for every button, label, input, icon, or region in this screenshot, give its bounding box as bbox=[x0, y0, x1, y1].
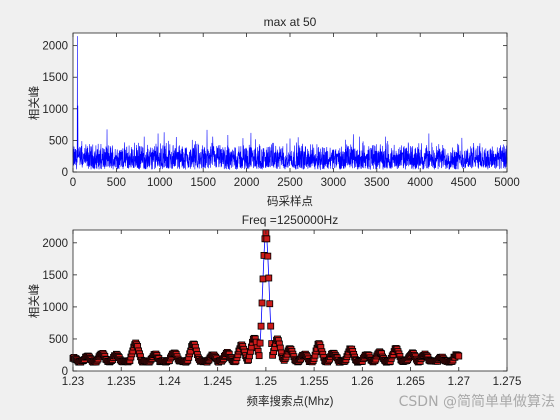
top-chart-title: max at 50 bbox=[264, 15, 317, 29]
x-tick-label: 1000 bbox=[147, 177, 173, 189]
data-point-marker bbox=[455, 352, 463, 360]
data-point-marker bbox=[258, 299, 266, 307]
data-point-marker bbox=[255, 352, 263, 360]
y-tick-label: 1000 bbox=[42, 302, 68, 314]
data-point-marker bbox=[257, 322, 265, 330]
top-x-ticks: 0 500 1000 1500 2000 2500 3000 3500 4000 4500 5000 bbox=[70, 33, 520, 189]
x-tick-label: 1.27 bbox=[448, 376, 470, 388]
watermark-text: CSDN @简简单单做算法 bbox=[399, 393, 555, 410]
top-series-line bbox=[72, 36, 508, 171]
data-point-marker bbox=[266, 300, 274, 308]
y-tick-label: 1000 bbox=[42, 104, 68, 116]
bottom-x-ticks: 1.23 1.235 1.24 1.245 1.25 1.255 1.26 1.265 1.27… bbox=[62, 230, 522, 388]
x-tick-label: 4000 bbox=[407, 177, 433, 189]
data-point-marker bbox=[264, 252, 272, 260]
x-tick-label: 1.265 bbox=[396, 376, 425, 388]
bottom-y-ticks: 0 500 1000 1500 2000 bbox=[42, 238, 507, 378]
y-tick-label: 500 bbox=[49, 334, 68, 346]
y-tick-label: 2000 bbox=[42, 41, 68, 53]
x-tick-label: 2500 bbox=[277, 177, 303, 189]
x-tick-label: 1.26 bbox=[351, 376, 373, 388]
bottom-series-group bbox=[69, 229, 463, 366]
data-point-marker bbox=[263, 235, 271, 243]
x-tick-label: 3500 bbox=[364, 177, 390, 189]
y-tick-label: 1500 bbox=[42, 270, 68, 282]
x-tick-label: 1.245 bbox=[203, 376, 232, 388]
y-tick-label: 1500 bbox=[42, 72, 68, 84]
x-tick-label: 1.23 bbox=[62, 376, 84, 388]
data-point-marker bbox=[265, 274, 273, 282]
x-tick-label: 1.275 bbox=[493, 376, 522, 388]
bottom-x-axis-label: 频率搜索点(Mhz) bbox=[247, 394, 334, 408]
x-tick-label: 1500 bbox=[190, 177, 216, 189]
y-tick-label: 0 bbox=[62, 366, 68, 378]
data-point-marker bbox=[267, 322, 275, 330]
x-tick-label: 2000 bbox=[234, 177, 260, 189]
top-x-axis-label: 码采样点 bbox=[267, 194, 313, 208]
data-point-marker bbox=[256, 339, 264, 347]
x-tick-label: 5000 bbox=[494, 177, 520, 189]
x-tick-label: 3000 bbox=[321, 177, 347, 189]
ax2-axes-border bbox=[72, 229, 508, 372]
bottom-chart-title: Freq =1250000Hz bbox=[242, 213, 338, 227]
y-tick-label: 0 bbox=[62, 167, 68, 179]
bottom-subplot: 1.23 1.235 1.24 1.245 1.25 1.255 1.26 1.265 1.27… bbox=[27, 213, 521, 408]
bottom-axes-frame bbox=[72, 229, 508, 372]
bottom-y-axis-label: 相关峰 bbox=[27, 283, 41, 318]
top-y-ticks: 0 500 1000 1500 2000 bbox=[42, 41, 507, 179]
data-point-marker bbox=[259, 275, 267, 283]
x-tick-label: 500 bbox=[107, 177, 126, 189]
x-tick-label: 1.24 bbox=[158, 376, 181, 388]
x-tick-label: 1.25 bbox=[255, 376, 277, 388]
x-tick-label: 4500 bbox=[451, 177, 477, 189]
y-tick-label: 500 bbox=[49, 135, 68, 147]
x-tick-label: 0 bbox=[70, 177, 76, 189]
x-tick-label: 1.255 bbox=[300, 376, 329, 388]
top-y-axis-label: 相关峰 bbox=[27, 85, 41, 120]
top-subplot: 0 500 1000 1500 2000 2500 3000 3500 4000 4500 5000… bbox=[27, 15, 520, 208]
x-tick-label: 1.235 bbox=[107, 376, 136, 388]
y-tick-label: 2000 bbox=[42, 238, 68, 250]
top-series-group bbox=[72, 36, 508, 171]
